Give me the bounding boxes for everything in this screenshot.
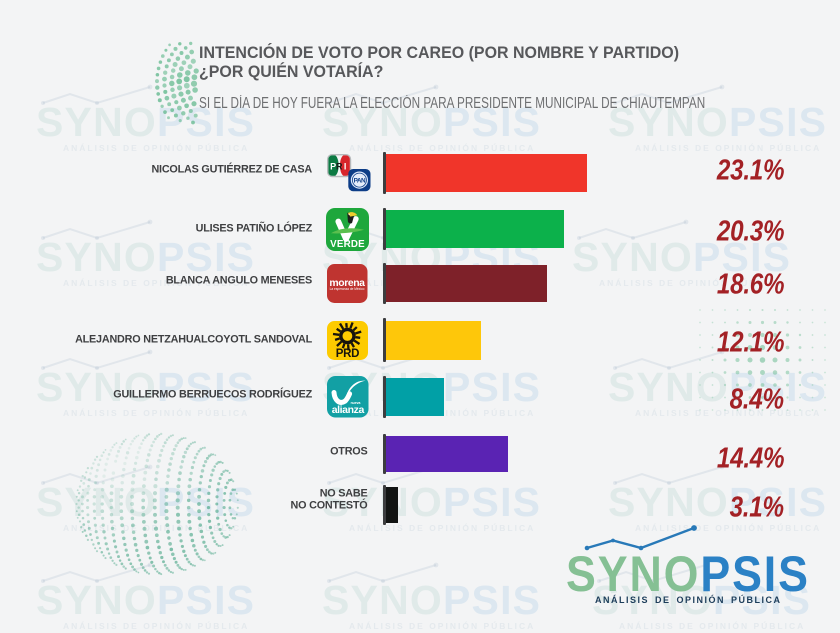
svg-text:VERDE: VERDE <box>330 239 365 250</box>
svg-text:morena: morena <box>330 278 366 289</box>
svg-text:R: R <box>336 161 343 171</box>
svg-text:La esperanza de México: La esperanza de México <box>330 287 365 291</box>
svg-text:I: I <box>343 161 346 171</box>
svg-text:nueva: nueva <box>351 401 361 405</box>
svg-text:P: P <box>330 161 336 171</box>
svg-text:PRD: PRD <box>335 348 358 360</box>
svg-text:alianza: alianza <box>332 404 365 416</box>
svg-text:PAN: PAN <box>353 177 365 184</box>
